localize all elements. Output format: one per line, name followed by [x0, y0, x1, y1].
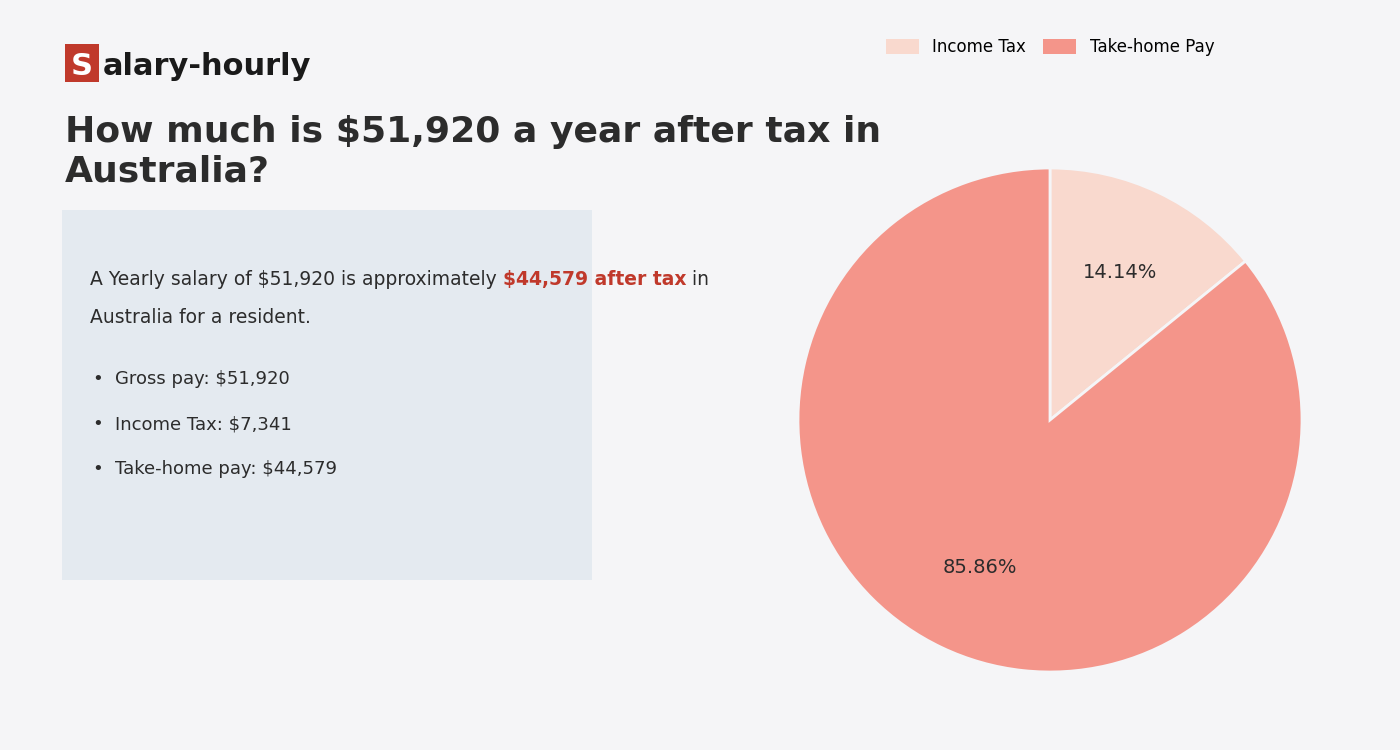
Text: Australia?: Australia?: [64, 155, 270, 189]
Legend: Income Tax, Take-home Pay: Income Tax, Take-home Pay: [879, 32, 1221, 63]
Text: •: •: [92, 460, 104, 478]
Text: 14.14%: 14.14%: [1084, 262, 1158, 281]
Text: alary-hourly: alary-hourly: [104, 52, 311, 81]
Text: •: •: [92, 370, 104, 388]
Text: in: in: [686, 270, 710, 289]
FancyBboxPatch shape: [64, 44, 99, 82]
Text: How much is $51,920 a year after tax in: How much is $51,920 a year after tax in: [64, 115, 881, 149]
Text: $44,579 after tax: $44,579 after tax: [503, 270, 686, 289]
Wedge shape: [1050, 168, 1246, 420]
Wedge shape: [798, 168, 1302, 672]
Text: •: •: [92, 415, 104, 433]
Text: A Yearly salary of $51,920 is approximately: A Yearly salary of $51,920 is approximat…: [90, 270, 503, 289]
Text: Take-home pay: $44,579: Take-home pay: $44,579: [115, 460, 337, 478]
Text: Income Tax: $7,341: Income Tax: $7,341: [115, 415, 291, 433]
Text: 85.86%: 85.86%: [942, 559, 1016, 578]
Text: Australia for a resident.: Australia for a resident.: [90, 308, 311, 327]
Text: Gross pay: $51,920: Gross pay: $51,920: [115, 370, 290, 388]
Text: S: S: [71, 52, 92, 81]
FancyBboxPatch shape: [62, 210, 592, 580]
